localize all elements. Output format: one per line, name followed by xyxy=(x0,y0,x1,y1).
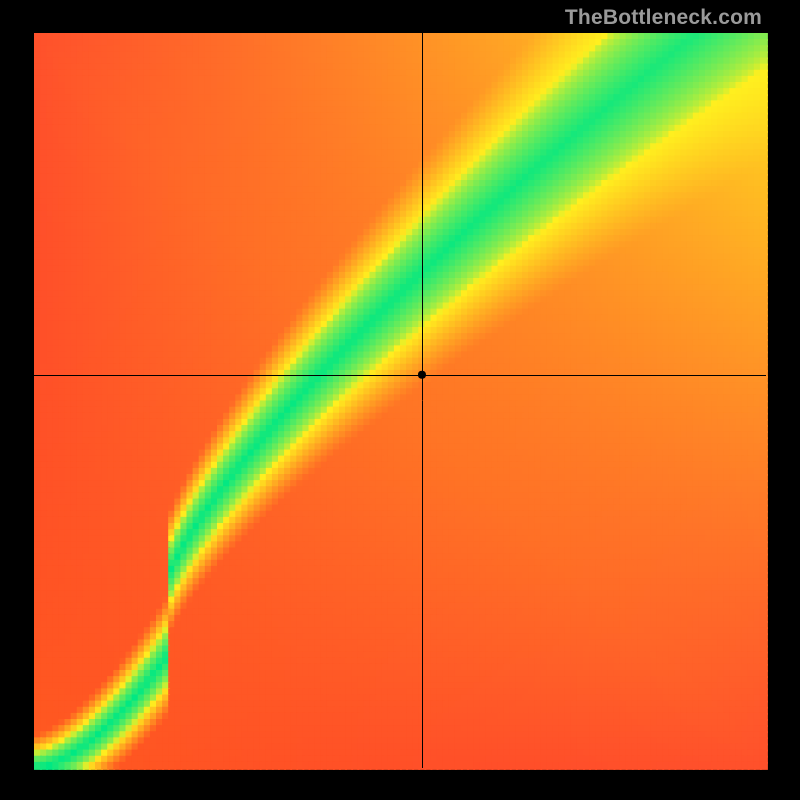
watermark-text: TheBottleneck.com xyxy=(565,6,762,30)
bottleneck-heatmap xyxy=(0,0,800,800)
